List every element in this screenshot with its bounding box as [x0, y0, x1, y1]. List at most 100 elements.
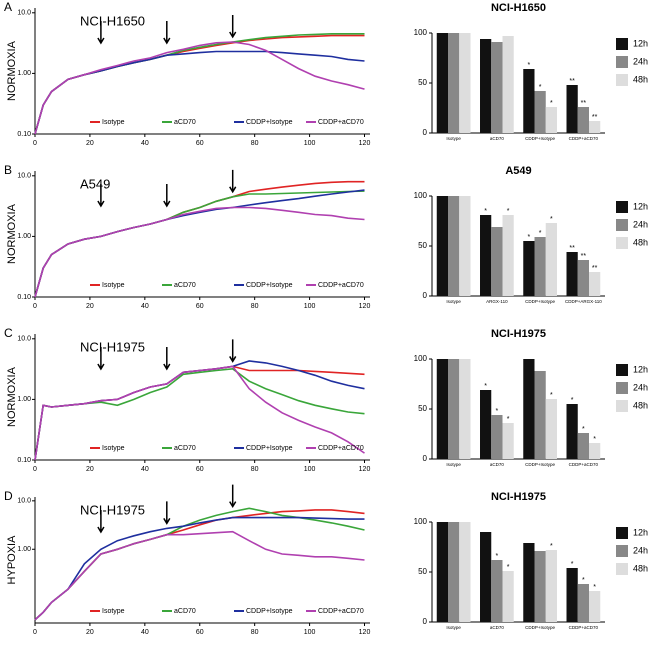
significance-label: * [539, 230, 542, 237]
arrow [97, 21, 105, 45]
bar [480, 390, 492, 459]
significance-label: ** [569, 78, 575, 85]
x-tick-label: CDDP+aCD70 [569, 136, 599, 141]
bar [577, 260, 589, 296]
bar [502, 215, 514, 296]
significance-label: * [507, 416, 510, 423]
bar [523, 359, 535, 459]
y-tick-label: 0 [423, 454, 428, 463]
panel-letter: B [4, 163, 12, 177]
legend-label: aCD70 [174, 119, 196, 126]
significance-label: * [507, 208, 510, 215]
y-tick-label: 0.10 [17, 131, 31, 138]
x-tick-label: 100 [304, 466, 316, 473]
legend-label: CDDP+aCD70 [318, 282, 364, 289]
bar [436, 522, 449, 622]
bar [480, 215, 492, 296]
significance-label: * [550, 392, 553, 399]
y-tick-label: 100 [414, 517, 428, 526]
bar [577, 584, 589, 622]
bar [502, 423, 514, 459]
y-tick-label: 1.00 [17, 396, 31, 403]
legend-label: 48h [633, 237, 648, 247]
arrow [229, 484, 237, 509]
significance-label: ** [581, 253, 587, 260]
x-tick-label: 40 [141, 140, 149, 147]
legend-swatch [616, 545, 628, 557]
bar [534, 237, 546, 296]
y-axis-label: NORMOXIA [6, 40, 18, 101]
significance-label: * [550, 100, 553, 107]
y-tick-label: 0 [423, 291, 428, 300]
arrow [163, 184, 171, 208]
y-tick-label: 50 [418, 241, 427, 250]
legend-label: aCD70 [174, 608, 196, 615]
chart-title: NCI-H1975 [80, 502, 145, 517]
legend-swatch [616, 364, 628, 376]
x-tick-label: 60 [196, 140, 204, 147]
legend-label: Isotype [102, 119, 125, 126]
chart-title: A549 [505, 165, 531, 177]
bar [491, 560, 503, 622]
arrow [229, 339, 237, 363]
series-line [34, 41, 365, 135]
x-tick-label: 20 [86, 303, 94, 310]
arrow [229, 169, 237, 194]
y-tick-label: 100 [414, 354, 428, 363]
y-tick-label: 1.00 [17, 233, 31, 240]
bar [566, 568, 578, 622]
bar [491, 42, 503, 133]
legend-label: aCD70 [174, 445, 196, 452]
panel-letter: C [4, 326, 13, 340]
bar [480, 532, 492, 622]
x-tick-label: 20 [86, 140, 94, 147]
x-tick-label: 60 [196, 303, 204, 310]
significance-label: * [484, 383, 487, 390]
legend-label: Isotype [102, 282, 125, 289]
bar [577, 433, 589, 459]
chart-title: NCI-H1975 [491, 491, 546, 503]
legend-label: CDDP+aCD70 [318, 119, 364, 126]
legend-label: CDDP+Isotype [246, 445, 293, 452]
legend-label: CDDP+Isotype [246, 282, 293, 289]
legend-label: aCD70 [174, 282, 196, 289]
significance-label: * [582, 426, 585, 433]
x-tick-label: 80 [251, 303, 259, 310]
x-tick-label: 20 [86, 629, 94, 636]
series-line [34, 206, 365, 298]
bar [459, 359, 471, 459]
series-line [34, 360, 365, 461]
bar [480, 39, 492, 133]
y-tick-label: 10.0 [17, 10, 31, 17]
y-tick-label: 50 [418, 567, 427, 576]
x-tick-label: Isotype [446, 299, 461, 304]
legend-label: 24h [633, 545, 648, 555]
chart-title: NCI-H1650 [491, 2, 546, 14]
bar [588, 272, 601, 296]
panel-letter: A [4, 0, 12, 14]
series-line [34, 367, 365, 461]
y-tick-label: 1.00 [17, 70, 31, 77]
x-tick-label: 120 [359, 303, 371, 310]
bar [534, 551, 546, 622]
significance-label: * [528, 62, 531, 69]
y-tick-label: 0 [423, 617, 428, 626]
chart-title: NCI-H1650 [80, 13, 145, 28]
significance-label: * [571, 561, 574, 568]
bar [534, 371, 546, 459]
x-tick-label: 40 [141, 303, 149, 310]
legend-swatch [616, 237, 628, 249]
x-tick-label: Isotype [446, 625, 461, 630]
panel-letter: D [4, 489, 13, 503]
significance-label: * [496, 408, 499, 415]
y-tick-label: 1.00 [17, 546, 31, 553]
series-line [34, 516, 365, 621]
y-axis-label: NORMOXIA [6, 203, 18, 264]
series-line [34, 365, 365, 461]
significance-label: ** [592, 265, 598, 272]
x-tick-label: CDDP+aCD70 [569, 625, 599, 630]
y-tick-label: 10.0 [17, 498, 31, 505]
bar [436, 196, 449, 296]
legend-swatch [616, 563, 628, 575]
